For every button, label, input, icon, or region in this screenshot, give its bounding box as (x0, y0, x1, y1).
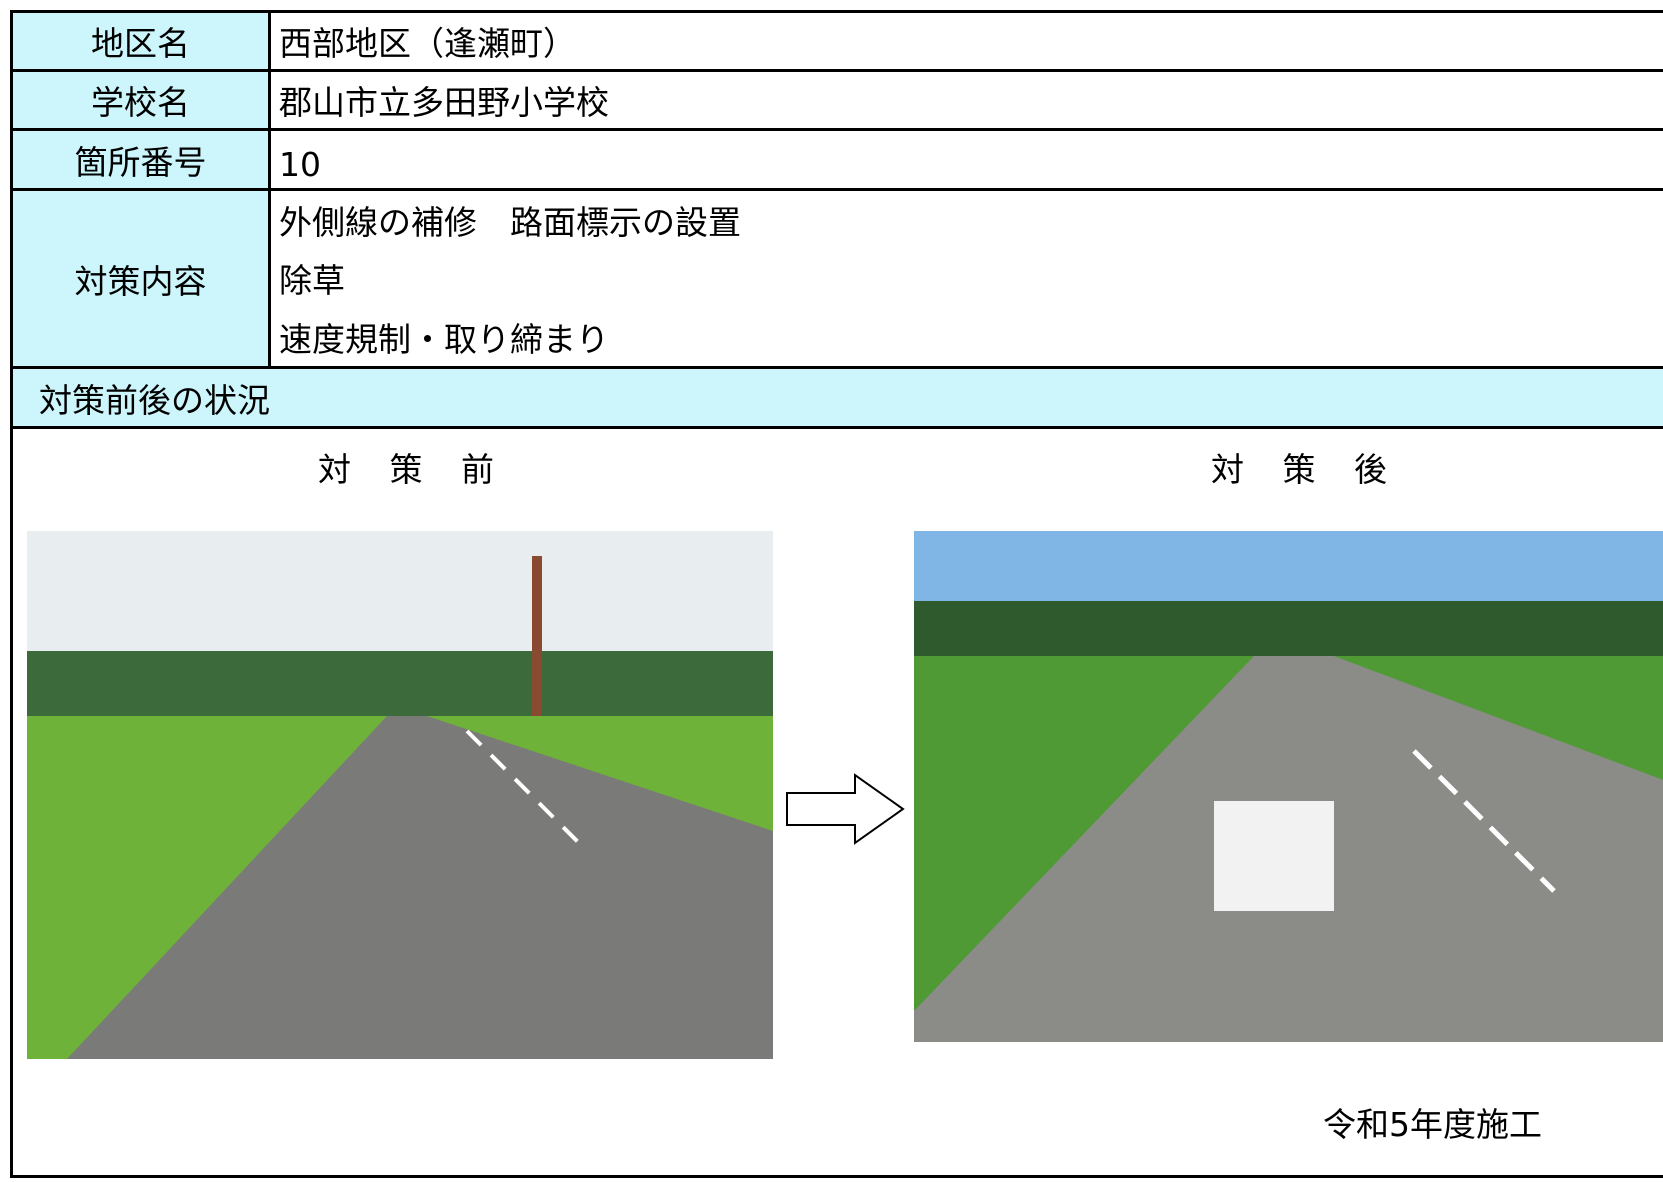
photo-before (27, 531, 773, 1059)
section-header: 対策前後の状況 (13, 369, 1663, 429)
sheet: 地区名 西部地区（逢瀬町） 学校名 郡山市立多田野小学校 箇所番号 10 対策内… (10, 10, 1663, 1178)
section-title: 対策前後の状況 (39, 380, 270, 420)
item: 除草 (279, 261, 345, 301)
row: 対策内容 外側線の補修 路面標示の設置 除草 速度規制・取り締まり (13, 191, 1663, 369)
row: 地区名 西部地区（逢瀬町） (13, 13, 1663, 72)
label: 箇所番号 (13, 131, 271, 188)
caption: 対 策 前 (318, 450, 508, 489)
value: 郡山市立多田野小学校 (279, 83, 609, 122)
photo-after (914, 531, 1663, 1042)
caption: 対 策 後 (1211, 450, 1401, 489)
item: 外側線の補修 路面標示の設置 (279, 203, 741, 243)
arrow (786, 773, 905, 845)
item: 速度規制・取り締まり (279, 319, 609, 359)
items: 外側線の補修 路面標示の設置 除草 速度規制・取り締まり (279, 191, 741, 366)
note: 令和5年度施工 (1323, 1105, 1542, 1144)
label: 対策内容 (13, 191, 271, 366)
value: 10 (279, 145, 321, 184)
row: 箇所番号 10 (13, 131, 1663, 191)
label: 地区名 (13, 13, 271, 69)
label: 学校名 (13, 72, 271, 128)
row: 学校名 郡山市立多田野小学校 (13, 72, 1663, 131)
value: 西部地区（逢瀬町） (279, 24, 576, 63)
